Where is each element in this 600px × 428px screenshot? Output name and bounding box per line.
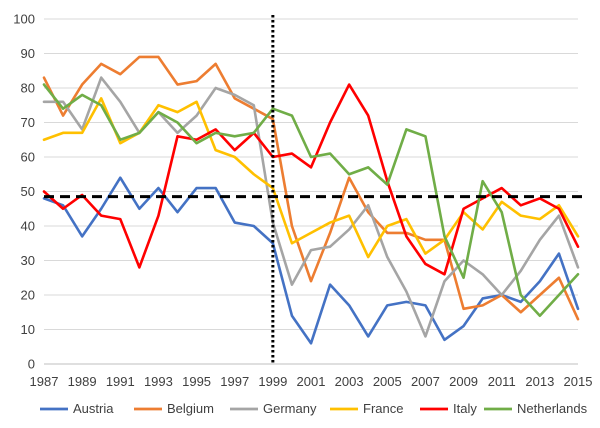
- series-line-germany: [42, 76, 580, 338]
- y-tick-label: 40: [21, 219, 35, 234]
- x-tick-label: 2007: [411, 374, 440, 389]
- legend-item-austria: Austria: [40, 401, 114, 416]
- series-line-belgium: [42, 55, 580, 321]
- x-tick-label: 1987: [30, 374, 59, 389]
- legend-label: Italy: [453, 401, 477, 416]
- legend: Austria Belgium Germany France Italy Netherla…: [40, 401, 588, 416]
- y-tick-label: 90: [21, 46, 35, 61]
- y-tick-label: 80: [21, 81, 35, 96]
- y-tick-label: 70: [21, 115, 35, 130]
- y-tick-label: 30: [21, 253, 35, 268]
- legend-item-netherlands: Netherlands: [484, 401, 588, 416]
- y-tick-label: 20: [21, 288, 35, 303]
- legend-label: Germany: [263, 401, 317, 416]
- x-tick-label: 1999: [258, 374, 287, 389]
- x-tick-label: 1995: [182, 374, 211, 389]
- x-tick-label: 2011: [488, 374, 516, 389]
- x-tick-label: 2009: [449, 374, 478, 389]
- x-tick-label: 2003: [335, 374, 364, 389]
- legend-label: France: [363, 401, 403, 416]
- gridlines: [44, 18, 578, 365]
- y-tick-label: 60: [21, 150, 35, 165]
- legend-item-belgium: Belgium: [134, 401, 214, 416]
- legend-label: Netherlands: [517, 401, 588, 416]
- x-tick-label: 1997: [220, 374, 249, 389]
- series-line-netherlands: [42, 83, 580, 318]
- legend-label: Austria: [73, 401, 114, 416]
- y-tick-label: 50: [21, 184, 35, 199]
- x-tick-label: 2013: [525, 374, 554, 389]
- legend-label: Belgium: [167, 401, 214, 416]
- legend-item-france: France: [330, 401, 403, 416]
- series-lines: [42, 55, 580, 345]
- y-tick-label: 10: [21, 322, 35, 337]
- y-tick-label: 100: [13, 12, 35, 27]
- y-tick-label: 0: [28, 357, 35, 372]
- legend-item-germany: Germany: [230, 401, 317, 416]
- x-axis-tick-labels: 1987 1989 1991 1993 1995 1997 1999 2001 2003 2005…: [30, 374, 593, 389]
- x-tick-label: 1993: [144, 374, 173, 389]
- x-tick-label: 1989: [68, 374, 97, 389]
- x-tick-label: 1991: [106, 374, 135, 389]
- series-line-italy: [42, 83, 580, 276]
- legend-item-italy: Italy: [420, 401, 477, 416]
- y-axis-tick-labels: 0 10 20 30 40 50 60 70 80 90 100: [13, 12, 35, 372]
- series-line-austria: [42, 176, 580, 345]
- reference-lines: [44, 15, 584, 364]
- x-tick-label: 2015: [564, 374, 593, 389]
- x-tick-label: 2005: [373, 374, 402, 389]
- x-tick-label: 2001: [297, 374, 326, 389]
